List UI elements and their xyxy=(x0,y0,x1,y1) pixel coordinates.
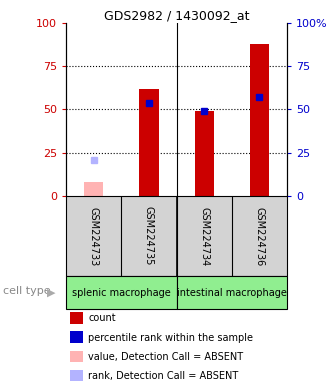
Bar xyxy=(84,182,103,196)
Bar xyxy=(70,351,82,362)
FancyBboxPatch shape xyxy=(177,276,287,309)
Bar xyxy=(70,312,82,324)
Bar xyxy=(70,370,82,381)
Text: intestinal macrophage: intestinal macrophage xyxy=(177,288,287,298)
Text: GSM224734: GSM224734 xyxy=(199,207,209,266)
Bar xyxy=(194,111,214,196)
FancyBboxPatch shape xyxy=(66,196,287,276)
Bar xyxy=(139,89,159,196)
Bar xyxy=(70,331,82,343)
Title: GDS2982 / 1430092_at: GDS2982 / 1430092_at xyxy=(104,9,249,22)
Text: GSM224736: GSM224736 xyxy=(254,207,264,266)
Text: count: count xyxy=(88,313,116,323)
FancyBboxPatch shape xyxy=(66,276,177,309)
Text: rank, Detection Call = ABSENT: rank, Detection Call = ABSENT xyxy=(88,371,238,381)
Bar xyxy=(250,44,269,196)
Text: percentile rank within the sample: percentile rank within the sample xyxy=(88,333,253,343)
Text: cell type: cell type xyxy=(3,286,51,296)
Text: GSM224735: GSM224735 xyxy=(144,207,154,266)
Text: value, Detection Call = ABSENT: value, Detection Call = ABSENT xyxy=(88,352,243,362)
Text: ▶: ▶ xyxy=(47,288,55,298)
Text: splenic macrophage: splenic macrophage xyxy=(72,288,171,298)
Text: GSM224733: GSM224733 xyxy=(89,207,99,266)
